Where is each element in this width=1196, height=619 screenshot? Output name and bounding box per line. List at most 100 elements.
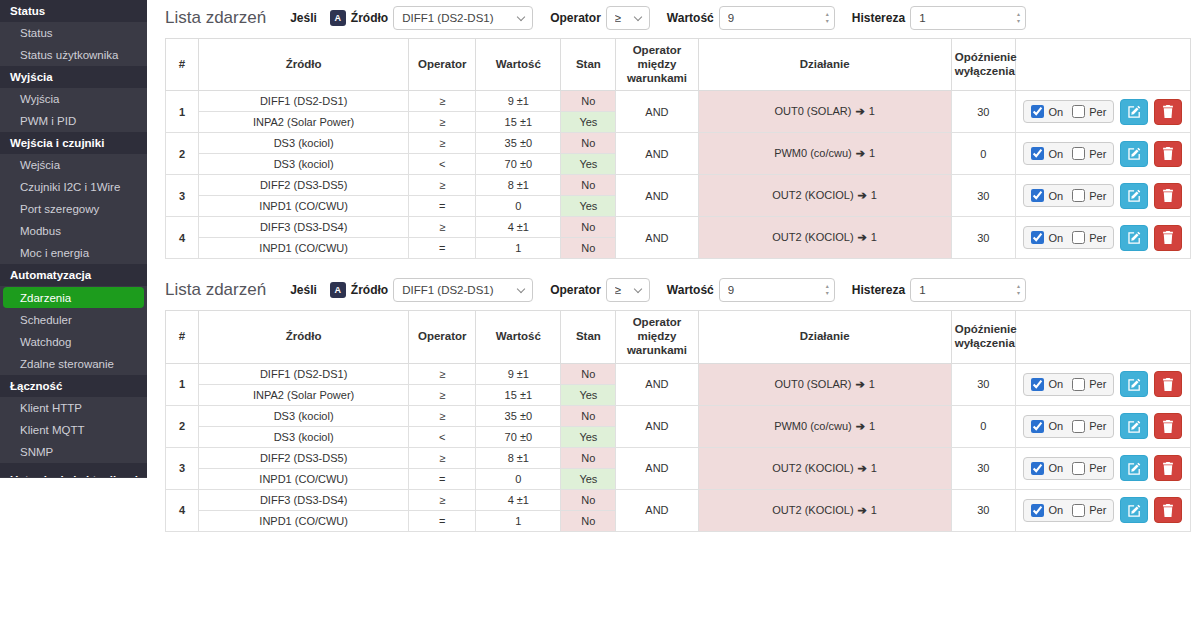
edit-icon xyxy=(1128,378,1141,391)
delete-button[interactable] xyxy=(1154,413,1182,439)
event-number: 4 xyxy=(166,489,199,531)
sidebar-item-klient-mqtt[interactable]: Klient MQTT xyxy=(0,419,147,441)
sidebar-section-status: Status xyxy=(0,0,147,22)
sidebar-item-klient-http[interactable]: Klient HTTP xyxy=(0,397,147,419)
events-filterbar: Lista zdarzeńJeśliAŹródłoDIFF1 (DS2-DS1)… xyxy=(165,276,1191,304)
on-checkbox[interactable] xyxy=(1031,189,1044,202)
delete-button[interactable] xyxy=(1154,497,1182,523)
on-checkbox[interactable] xyxy=(1031,504,1044,517)
sidebar: StatusStatusStatus użytkownikaWyjściaWyj… xyxy=(0,0,147,478)
col-header-dzia-anie: Działanie xyxy=(698,311,951,363)
edit-button[interactable] xyxy=(1120,183,1148,209)
if-label: Jeśli xyxy=(290,283,317,297)
on-checkbox[interactable] xyxy=(1031,105,1044,118)
condition-value: 1 xyxy=(476,510,561,531)
condition-value: 70 ±0 xyxy=(476,154,561,175)
sidebar-item-watchdog[interactable]: Watchdog xyxy=(0,331,147,353)
hysteresis-label: Histereza xyxy=(852,283,905,297)
per-checkbox[interactable] xyxy=(1072,105,1085,118)
condition-value: 0 xyxy=(476,468,561,489)
sidebar-item-status[interactable]: Status xyxy=(0,22,147,44)
operator-label: Operator xyxy=(550,283,601,297)
edit-button[interactable] xyxy=(1120,225,1148,251)
delete-button[interactable] xyxy=(1154,141,1182,167)
per-checkbox[interactable] xyxy=(1072,189,1085,202)
event-row: 1DIFF1 (DS2-DS1)≥9 ±1NoANDOUT0 (SOLAR)➔1… xyxy=(166,91,1191,112)
condition-operator: < xyxy=(409,426,476,447)
edit-button[interactable] xyxy=(1120,497,1148,523)
edit-button[interactable] xyxy=(1120,141,1148,167)
sidebar-item-zdarzenia[interactable]: Zdarzenia xyxy=(3,287,144,308)
action-value: 1 xyxy=(869,105,875,117)
edit-button[interactable] xyxy=(1120,413,1148,439)
per-checkbox[interactable] xyxy=(1072,504,1085,517)
condition-state-badge: Yes xyxy=(561,112,616,133)
action-cell: OUT0 (SOLAR)➔1 xyxy=(698,363,951,405)
sidebar-item-status-u-ytkownika[interactable]: Status użytkownika xyxy=(0,44,147,66)
sidebar-item-moc-i-energia[interactable]: Moc i energia xyxy=(0,242,147,264)
action-target: OUT0 (SOLAR) xyxy=(774,378,851,390)
delete-button[interactable] xyxy=(1154,371,1182,397)
sidebar-item-port-szeregowy[interactable]: Port szeregowy xyxy=(0,198,147,220)
sidebar-item-zdalne-sterowanie[interactable]: Zdalne sterowanie xyxy=(0,353,147,375)
edit-icon xyxy=(1128,189,1141,202)
per-checkbox[interactable] xyxy=(1072,420,1085,433)
sidebar-item-czujniki-i2c-i-1wire[interactable]: Czujniki I2C i 1Wire xyxy=(0,176,147,198)
arrow-right-icon: ➔ xyxy=(855,105,864,117)
delete-button[interactable] xyxy=(1154,99,1182,125)
condition-source: DIFF2 (DS3-DS5) xyxy=(199,447,409,468)
condition-state-badge: No xyxy=(561,175,616,196)
col-header-r-d-o: Źródło xyxy=(199,39,409,91)
on-checkbox[interactable] xyxy=(1031,231,1044,244)
per-checkbox[interactable] xyxy=(1072,378,1085,391)
delete-button[interactable] xyxy=(1154,455,1182,481)
source-label: Źródło xyxy=(351,283,388,297)
delete-button[interactable] xyxy=(1154,225,1182,251)
action-target: OUT0 (SOLAR) xyxy=(774,105,851,117)
col-header-warto: Wartość xyxy=(476,311,561,363)
value-input[interactable] xyxy=(719,278,835,302)
action-cell: OUT2 (KOCIOL)➔1 xyxy=(698,217,951,259)
edit-button[interactable] xyxy=(1120,455,1148,481)
per-checkbox-label: Per xyxy=(1089,148,1106,160)
sidebar-item-modbus[interactable]: Modbus xyxy=(0,220,147,242)
on-checkbox[interactable] xyxy=(1031,378,1044,391)
on-checkbox[interactable] xyxy=(1031,420,1044,433)
per-checkbox[interactable] xyxy=(1072,462,1085,475)
edit-button[interactable] xyxy=(1120,371,1148,397)
value-input[interactable] xyxy=(719,6,835,30)
condition-state-badge: No xyxy=(561,91,616,112)
sidebar-item-pwm-i-pid[interactable]: PWM i PID xyxy=(0,110,147,132)
sidebar-item-wej-cia[interactable]: Wejścia xyxy=(0,154,147,176)
per-checkbox[interactable] xyxy=(1072,147,1085,160)
sidebar-item-wyj-cia[interactable]: Wyjścia xyxy=(0,88,147,110)
source-select[interactable]: DIFF1 (DS2-DS1) xyxy=(393,6,533,30)
event-row: 1DIFF1 (DS2-DS1)≥9 ±1NoANDOUT0 (SOLAR)➔1… xyxy=(166,363,1191,384)
event-row: 4DIFF3 (DS3-DS4)≥4 ±1NoANDOUT2 (KOCIOL)➔… xyxy=(166,489,1191,510)
source-select[interactable]: DIFF1 (DS2-DS1) xyxy=(393,278,533,302)
row-actions: OnPer xyxy=(1020,455,1186,481)
source-label: Źródło xyxy=(351,11,388,25)
sidebar-section-label: Ustawienia i aktualizacja xyxy=(10,474,144,477)
hysteresis-input[interactable] xyxy=(910,6,1026,30)
row-actions-cell: OnPer xyxy=(1015,447,1190,489)
delete-button[interactable] xyxy=(1154,183,1182,209)
sidebar-item-scheduler[interactable]: Scheduler xyxy=(0,309,147,331)
on-checkbox-label: On xyxy=(1048,378,1063,390)
edit-button[interactable] xyxy=(1120,99,1148,125)
action-target: PWM0 (co/cwu) xyxy=(774,147,852,159)
hysteresis-input[interactable] xyxy=(910,278,1026,302)
per-checkbox[interactable] xyxy=(1072,231,1085,244)
on-checkbox-label: On xyxy=(1048,232,1063,244)
hysteresis-label: Histereza xyxy=(852,11,905,25)
on-checkbox[interactable] xyxy=(1031,147,1044,160)
condition-operator: = xyxy=(409,238,476,259)
action-cell: OUT2 (KOCIOL)➔1 xyxy=(698,447,951,489)
event-number: 2 xyxy=(166,405,199,447)
condition-state-badge: Yes xyxy=(561,426,616,447)
operator-select[interactable]: ≥ xyxy=(606,6,650,30)
operator-select[interactable]: ≥ xyxy=(606,278,650,302)
on-checkbox[interactable] xyxy=(1031,462,1044,475)
sidebar-item-snmp[interactable]: SNMP xyxy=(0,441,147,463)
hysteresis-input-wrap: ▴▾ xyxy=(910,278,1026,302)
